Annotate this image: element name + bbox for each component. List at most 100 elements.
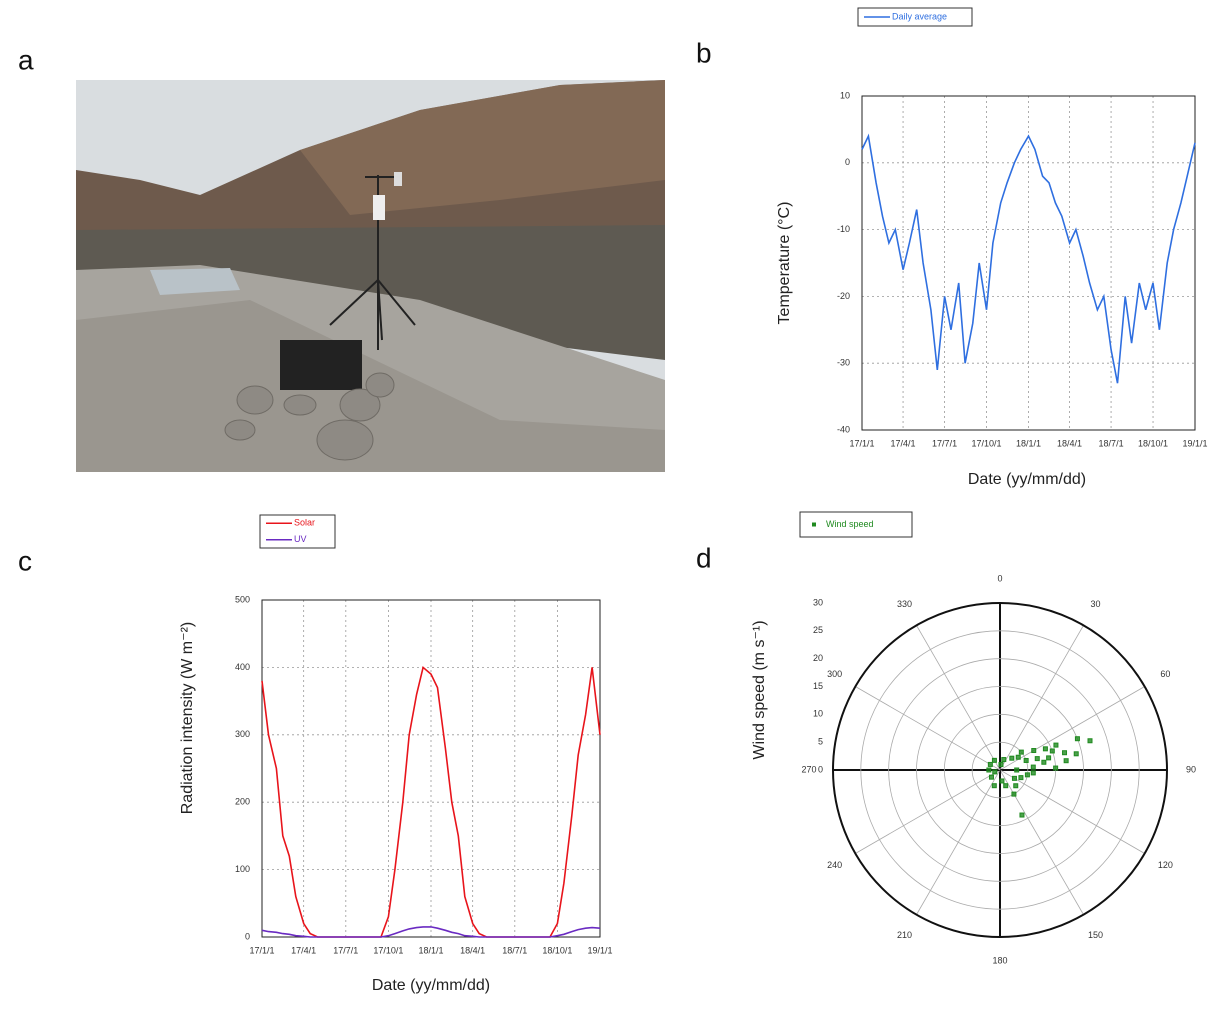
y-tick-label: -40 [837,424,850,434]
r-tick-label: 15 [813,681,823,691]
wind-point [1009,755,1015,761]
angle-tick-label: 240 [827,860,842,870]
r-tick-label: 20 [813,653,823,663]
grid-circle [916,686,1084,854]
x-tick-label: 17/4/1 [891,438,916,448]
legend-label: Daily average [892,11,947,21]
wind-point [1053,765,1059,771]
x-tick-label: 18/4/1 [460,945,485,955]
wind-point [1074,736,1080,742]
wind-point [986,767,992,773]
wind-point [1018,775,1024,781]
wind-point [1063,758,1069,764]
x-tick-label: 18/1/1 [1016,438,1041,448]
x-tick-label: 17/7/1 [333,945,358,955]
wind-point [1062,750,1068,756]
r-tick-label: 30 [813,597,823,607]
y-tick-label: 200 [235,797,250,807]
angle-tick-label: 0 [997,573,1002,583]
wind-point [1003,783,1009,789]
y-tick-label: 100 [235,864,250,874]
wind-point [1049,748,1055,754]
wind-point [1011,775,1017,781]
x-tick-label: 17/1/1 [849,438,874,448]
angle-tick-label: 270 [801,764,816,774]
wind-point [1053,742,1059,748]
panel-label: d [696,542,712,573]
x-tick-label: 18/4/1 [1057,438,1082,448]
wind-point [1015,754,1021,760]
y-tick-label: 0 [845,157,850,167]
x-tick-label: 19/1/1 [587,945,612,955]
plot-frame [261,599,601,938]
wind-point [1073,751,1079,757]
angle-tick-label: 30 [1090,599,1100,609]
x-axis-label: Date (yy/mm/dd) [372,977,490,994]
wind-point [1023,757,1029,763]
r-tick-label: 10 [813,709,823,719]
angle-tick-label: 180 [992,955,1007,965]
x-tick-label: 18/10/1 [1138,438,1168,448]
x-tick-label: 18/10/1 [542,945,572,955]
angle-tick-label: 150 [1088,930,1103,940]
wind-point [1042,746,1048,752]
x-axis-label: Date (yy/mm/dd) [968,471,1086,488]
panel-label: c [18,545,32,576]
plot-frame [861,95,1196,431]
wind-point [1019,812,1025,818]
wind-point [1087,738,1093,744]
wind-point [1041,759,1047,765]
wind-point [1013,783,1019,789]
legend-marker [812,522,816,527]
photo [76,80,665,472]
r-tick-label: 5 [818,737,823,747]
y-tick-label: -20 [837,291,850,301]
x-tick-label: 17/7/1 [932,438,957,448]
x-tick-label: 17/10/1 [373,945,403,955]
legend-box [259,514,336,549]
y-tick-label: -30 [837,358,850,368]
wind-point [991,783,997,789]
y-tick-label: -10 [837,224,850,234]
wind-point [1046,755,1052,761]
angle-tick-label: 90 [1186,764,1196,774]
grid-circle [971,741,1029,799]
angle-tick-label: 330 [897,599,912,609]
data-line [861,133,1196,384]
wind-point [987,761,993,767]
x-tick-label: 17/10/1 [972,438,1002,448]
legend-box [857,7,973,27]
wind-point [1031,748,1037,754]
wind-point [1030,770,1036,776]
angle-tick-label: 210 [897,930,912,940]
legend-label: Solar [294,518,315,528]
y-tick-label: 300 [235,729,250,739]
wind-point [1024,772,1030,778]
angle-tick-label: 120 [1158,860,1173,870]
y-tick-label: 0 [245,931,250,941]
panel-label: a [18,44,34,75]
wind-point [998,762,1004,768]
y-tick-label: 10 [840,90,850,100]
wind-point [988,774,994,780]
wind-point [1018,749,1024,755]
wind-point [1034,756,1040,762]
x-tick-label: 19/1/1 [1182,438,1207,448]
x-tick-label: 18/1/1 [418,945,443,955]
wind-point [991,757,997,763]
panel-label: b [696,37,712,68]
y-tick-label: 400 [235,662,250,672]
y-axis-label: Temperature (°C) [776,202,793,325]
data-line [261,926,601,938]
y-axis-label: Radiation intensity (W m⁻²) [179,622,196,815]
x-tick-label: 17/4/1 [291,945,316,955]
wind-point [1014,767,1020,773]
wind-point [1011,791,1017,797]
x-tick-label: 18/7/1 [1099,438,1124,448]
r-tick-label: 0 [818,764,823,774]
grid-circle [860,630,1140,910]
x-tick-label: 17/1/1 [249,945,274,955]
wind-point [1030,764,1036,770]
